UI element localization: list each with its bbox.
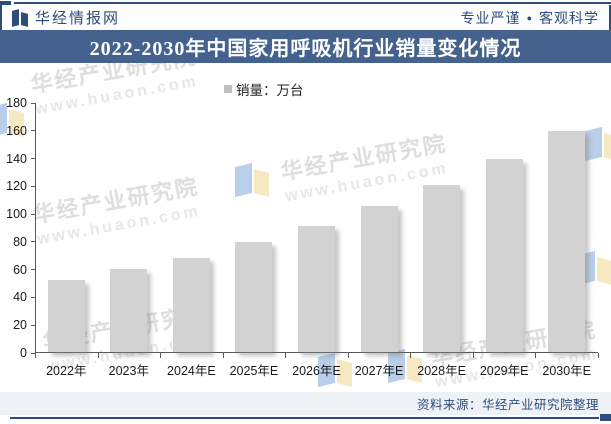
x-tick [472,353,474,358]
legend-marker-icon [224,85,232,93]
bar [548,131,586,352]
y-tick [31,296,35,298]
x-tick-label: 2030年E [542,364,592,378]
y-tick-label: 80 [13,234,27,249]
x-tick-label: 2027年E [354,364,404,378]
data-source: 资料来源：华经产业研究院整理 [416,398,599,412]
x-tick-label: 2025年E [229,364,279,378]
x-tick-label: 2024年E [167,364,216,378]
legend-label: 销量：万台 [236,83,304,98]
x-tick-label: 2026年E [292,364,341,378]
y-tick-label: 100 [6,207,27,222]
plot: 0 20 40 60 80 100 120 140 160 180 2022年 2023年 2024年E… [6,96,599,378]
y-tick [31,352,35,354]
y-tick [31,324,35,326]
huajing-logo-icon [12,8,28,27]
bar [110,268,148,352]
y-tick-label: 140 [6,151,27,166]
x-tick-label: 2022年 [46,364,87,378]
y-tick-label: 40 [13,290,27,305]
x-tick [598,353,599,358]
slogan-left: 专业严谨 [460,9,521,26]
x-tick [410,353,412,358]
y-tick [31,102,35,104]
logo-text: 华经情报网 [35,10,121,27]
y-tick [31,213,35,215]
bar [172,257,210,352]
y-tick-label: 20 [13,318,27,333]
x-tick-label: 2029年E [479,364,529,378]
bar [360,206,398,352]
header-bar: 华经情报网 专业严谨 ● 客观科学 [0,5,611,30]
x-tick [285,353,287,358]
x-tick [160,353,162,358]
x-tick [222,353,224,358]
slogan-dot-icon: ● [526,12,533,23]
top-accent-block [0,1,11,6]
x-tick [535,353,537,358]
y-tick [31,185,35,187]
chart-legend: 销量：万台 [224,79,304,99]
bar [298,225,335,352]
x-tick [35,353,36,358]
chart-title: 2022-2030年中国家用呼吸机行业销量变化情况 [89,38,522,60]
y-tick-label: 160 [6,123,27,138]
x-tick [347,353,349,358]
top-accent-line [14,2,611,4]
bar [47,279,85,352]
y-tick [31,241,35,243]
y-tick-label: 120 [6,179,27,194]
y-tick-label: 0 [20,346,27,360]
x-tick-label: 2023年 [108,364,149,378]
y-tick [31,130,35,132]
y-tick [31,269,35,271]
y-tick-label: 180 [6,96,27,110]
title-bar: 2022-2030年中国家用呼吸机行业销量变化情况 [0,30,611,63]
chart-area: 华经产业研究院 www.huaon.com 华经产业研究院 www.huaon.co… [0,63,611,392]
bar [485,158,523,352]
y-axis [35,103,36,353]
y-tick-label: 60 [13,262,27,277]
slogan-right: 客观科学 [539,9,599,26]
x-axis [35,352,598,353]
x-tick [97,353,99,358]
header-slogan: 专业严谨 ● 客观科学 [461,8,599,28]
footer-bar: 资料来源：华经产业研究院整理 [0,392,611,415]
bottom-accent-line [10,417,599,419]
y-tick [31,158,35,160]
bar [423,185,461,352]
bar [235,242,273,352]
bottom-accent-block [600,414,611,421]
x-tick-label: 2028年E [417,364,466,378]
